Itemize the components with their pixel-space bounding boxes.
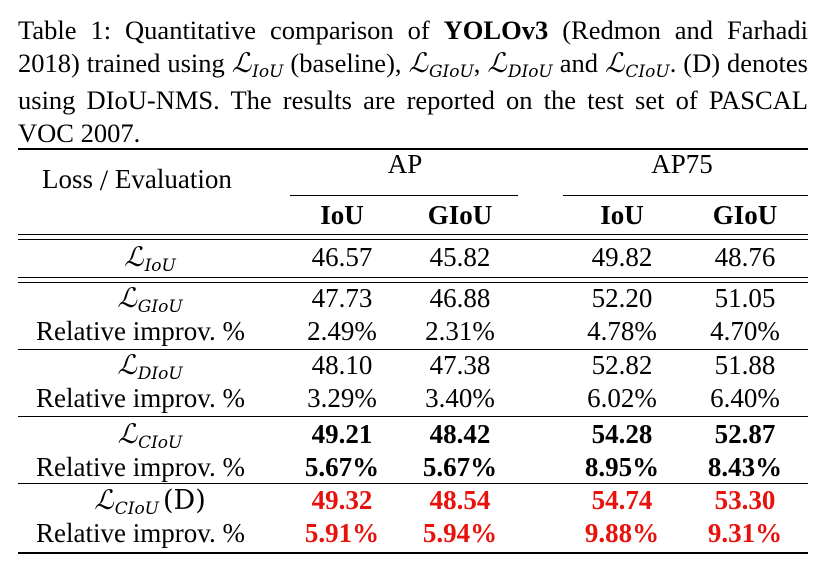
row-separator bbox=[18, 416, 808, 418]
row-label: ℒGIoU bbox=[117, 283, 183, 317]
row-label: ℒCIoU bbox=[117, 419, 183, 453]
table-cell: 48.54 bbox=[429, 485, 491, 515]
table-cell: 48.10 bbox=[311, 350, 373, 380]
table-cell: 5.67% bbox=[304, 452, 380, 482]
table-cell: 8.43% bbox=[707, 452, 783, 482]
col-giou-ap: GIoU bbox=[427, 200, 493, 230]
table-cell: 3.40% bbox=[425, 383, 495, 413]
table-cell: 49.82 bbox=[591, 242, 653, 272]
header-loss-eval: Loss / Evaluation bbox=[42, 164, 232, 197]
caption-note: . (D) denotes using DIoU-NMS. The result… bbox=[18, 48, 808, 148]
row-label: Relative improv. % bbox=[36, 316, 245, 346]
caption-prefix: Table 1: Quantitative comparison of bbox=[18, 15, 444, 45]
row-label: ℒDIoU bbox=[117, 350, 183, 384]
table-cell: 6.02% bbox=[587, 383, 657, 413]
table-cell: 8.95% bbox=[584, 452, 660, 482]
top-rule bbox=[18, 148, 808, 150]
row-separator bbox=[18, 282, 808, 284]
row-separator bbox=[18, 349, 808, 351]
table-cell: 51.05 bbox=[714, 283, 776, 313]
table-cell: 49.21 bbox=[311, 419, 373, 449]
table-cell: 51.88 bbox=[714, 350, 776, 380]
col-iou-ap: IoU bbox=[320, 200, 364, 230]
table-cell: 2.31% bbox=[425, 316, 495, 346]
row-label: ℒCIoU (D) bbox=[94, 485, 206, 519]
caption-loss-ciou: ℒCIoU bbox=[604, 48, 670, 82]
caption-loss-diou: ℒDIoU bbox=[487, 48, 553, 82]
table-cell: 46.57 bbox=[311, 242, 373, 272]
ap-underline bbox=[290, 195, 518, 197]
table-cell: 5.91% bbox=[304, 518, 380, 548]
row-separator bbox=[18, 483, 808, 485]
caption-loss-iou: ℒIoU bbox=[231, 48, 284, 82]
table-cell: 53.30 bbox=[714, 485, 776, 515]
table-cell: 48.42 bbox=[429, 419, 491, 449]
col-giou-ap75: GIoU bbox=[712, 200, 778, 230]
table-cell: 4.78% bbox=[587, 316, 657, 346]
caption-loss-giou: ℒGIoU bbox=[408, 48, 474, 82]
table-cell: 52.82 bbox=[591, 350, 653, 380]
caption-after-model: (Redmon and Farhadi 2018) trained using bbox=[18, 15, 808, 78]
header-ap: AP bbox=[387, 149, 423, 179]
table-cell: 3.29% bbox=[307, 383, 377, 413]
table-cell: 5.67% bbox=[422, 452, 498, 482]
table-cell: 6.40% bbox=[710, 383, 780, 413]
col-iou-ap75: IoU bbox=[600, 200, 644, 230]
table-cell: 47.38 bbox=[429, 350, 491, 380]
row-label: Relative improv. % bbox=[36, 518, 245, 548]
table-caption: Table 1: Quantitative comparison of YOLO… bbox=[18, 15, 808, 148]
row-separator bbox=[18, 277, 808, 279]
row-label: Relative improv. % bbox=[36, 383, 245, 413]
table-cell: 2.49% bbox=[307, 316, 377, 346]
ap75-underline bbox=[563, 195, 808, 197]
table-cell: 49.32 bbox=[311, 485, 373, 515]
table-cell: 52.87 bbox=[714, 419, 776, 449]
header-rule-2 bbox=[18, 239, 808, 241]
bottom-rule bbox=[18, 552, 808, 554]
row-label: Relative improv. % bbox=[36, 452, 245, 482]
table-cell: 48.76 bbox=[714, 242, 776, 272]
caption-and: and bbox=[552, 48, 605, 78]
table-cell: 52.20 bbox=[591, 283, 653, 313]
table-cell: 9.31% bbox=[707, 518, 783, 548]
row-label: ℒIoU bbox=[124, 242, 176, 276]
table-cell: 46.88 bbox=[429, 283, 491, 313]
caption-model: YOLOv3 bbox=[443, 15, 549, 45]
table-cell: 4.70% bbox=[710, 316, 780, 346]
table-cell: 54.28 bbox=[591, 419, 653, 449]
caption-baseline: (baseline), bbox=[283, 48, 409, 78]
table-cell: 47.73 bbox=[311, 283, 373, 313]
table-cell: 9.88% bbox=[584, 518, 660, 548]
table-cell: 45.82 bbox=[429, 242, 491, 272]
table-cell: 54.74 bbox=[591, 485, 653, 515]
header-rule-1 bbox=[18, 234, 808, 236]
header-ap75: AP75 bbox=[651, 149, 713, 179]
table-cell: 5.94% bbox=[422, 518, 498, 548]
